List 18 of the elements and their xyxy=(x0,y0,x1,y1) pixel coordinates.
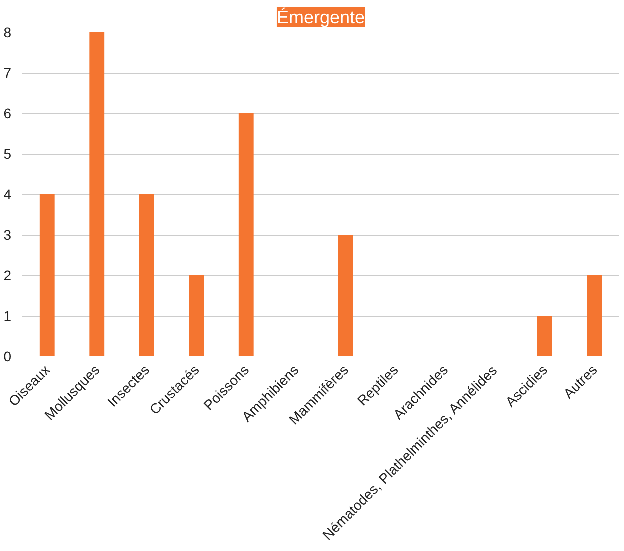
y-tick-label: 0 xyxy=(4,348,12,364)
y-tick-label: 3 xyxy=(4,227,12,243)
y-tick-label: 2 xyxy=(4,268,12,284)
y-tick-label: 5 xyxy=(4,146,12,162)
bar xyxy=(90,32,105,356)
bar xyxy=(139,194,154,356)
bar xyxy=(587,276,602,356)
y-tick-label: 1 xyxy=(4,308,12,324)
y-tick-label: 4 xyxy=(4,186,12,202)
chart-title: Émergente xyxy=(276,8,366,28)
y-tick-label: 6 xyxy=(4,106,12,122)
bar xyxy=(537,316,552,356)
bar xyxy=(40,194,55,356)
bar xyxy=(189,276,204,356)
y-tick-label: 7 xyxy=(4,65,12,81)
bar xyxy=(338,235,354,356)
y-tick-label: 8 xyxy=(4,24,12,40)
bar xyxy=(238,114,254,356)
